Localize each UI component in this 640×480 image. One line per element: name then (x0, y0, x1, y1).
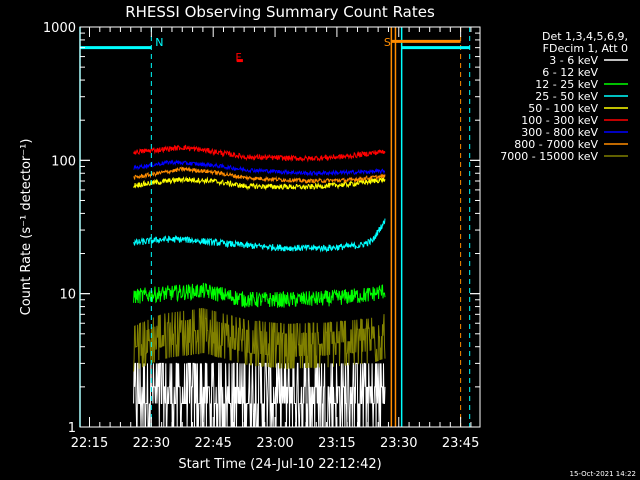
legend-label-s4: 25 - 50 keV (535, 90, 598, 103)
footer-date: 15-Oct-2021 14:22 (570, 470, 636, 478)
x-tick-label: 23:15 (318, 436, 355, 451)
y-tick-label: 1000 (43, 21, 76, 36)
y-tick-label: 10 (59, 288, 76, 303)
y-axis-label: Count Rate (s⁻¹ detector⁻¹) (19, 139, 34, 316)
series-line-s5 (133, 175, 386, 191)
y-tick-label: 100 (51, 154, 76, 169)
series-line-s1 (133, 362, 386, 428)
legend-label-s6: 100 - 300 keV (521, 114, 598, 127)
legend-label-s5: 50 - 100 keV (528, 102, 598, 115)
annotation-f: F (235, 51, 241, 64)
series-line-s8 (133, 166, 386, 184)
y-axis: 1 10 100 1000 (43, 21, 480, 436)
series-line-s3 (133, 282, 386, 309)
legend-label-s3: 12 - 25 keV (535, 78, 598, 91)
x-axis-label: Start Time (24-Jul-10 22:12:42) (178, 457, 381, 472)
legend-label-s2: 6 - 12 keV (542, 66, 598, 79)
chart-title: RHESSI Observing Summary Count Rates (125, 3, 435, 21)
legend-header-line-2: FDecim 1, Att 0 (543, 42, 628, 55)
legend: Det 1,3,4,5,6,9, FDecim 1, Att 0 3 - 6 k… (500, 30, 628, 163)
plot-frame (79, 26, 481, 428)
legend-label-s7: 300 - 800 keV (521, 126, 598, 139)
x-tick-label: 23:30 (380, 436, 417, 451)
x-tick-label: 22:45 (194, 436, 231, 451)
legend-header-line-1: Det 1,3,4,5,6,9, (542, 30, 628, 43)
y-tick-label: 1 (68, 421, 76, 436)
x-axis: 22:15 22:30 22:45 23:00 23:15 23:30 23:45 (71, 27, 479, 451)
series-line-s6 (133, 144, 386, 163)
x-tick-label: 22:30 (133, 436, 170, 451)
series-line-s4 (133, 218, 386, 253)
x-tick-label: 22:15 (71, 436, 108, 451)
series-line-s7 (133, 159, 385, 177)
legend-label-s8: 800 - 7000 keV (514, 138, 598, 151)
annotation-n: N (155, 36, 163, 49)
series-line-s9 (133, 307, 386, 372)
x-tick-label: 23:45 (442, 436, 479, 451)
legend-label-s9: 7000 - 15000 keV (500, 150, 598, 163)
legend-label-s1: 3 - 6 keV (549, 54, 598, 67)
annotation-s: S (384, 36, 391, 49)
x-tick-label: 23:00 (256, 436, 293, 451)
